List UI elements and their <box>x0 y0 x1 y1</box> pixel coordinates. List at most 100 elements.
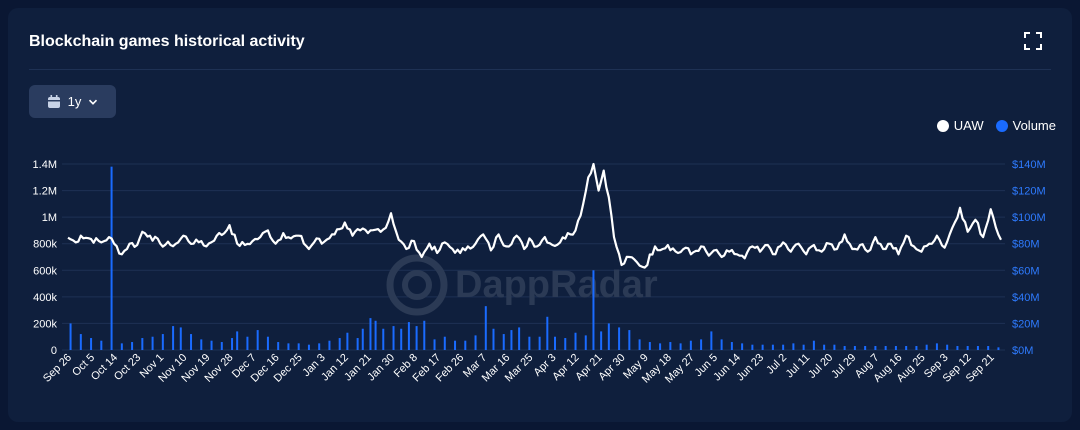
volume-bar <box>161 334 164 350</box>
volume-bar <box>628 330 631 350</box>
volume-bar <box>190 334 193 350</box>
volume-bar <box>392 326 395 350</box>
volume-bar <box>946 344 949 350</box>
time-range-label: 1y <box>67 94 82 109</box>
volume-bar <box>710 331 713 350</box>
volume-bar <box>935 343 938 350</box>
time-range-dropdown[interactable]: 1y <box>29 85 116 118</box>
volume-bar <box>915 346 918 350</box>
x-tick-label: Apr 30 <box>596 352 627 383</box>
volume-bar <box>802 344 805 350</box>
volume-bar <box>277 342 280 350</box>
legend-item-volume[interactable]: Volume <box>995 118 1056 133</box>
volume-bar <box>584 335 587 350</box>
volume-bar <box>987 346 990 350</box>
volume-bar <box>600 331 603 350</box>
y-left-tick-label: 200k <box>33 318 57 330</box>
volume-bar <box>220 342 223 350</box>
volume-bar <box>648 342 651 350</box>
chart-legend: UAW Volume <box>936 118 1056 133</box>
y-right-tick-label: $0M <box>1012 345 1033 357</box>
volume-bar <box>700 339 703 350</box>
y-right-tick-label: $60M <box>1012 265 1040 277</box>
volume-bar <box>638 339 641 350</box>
volume-bar <box>407 322 410 350</box>
y-left-tick-label: 1M <box>42 212 57 224</box>
volume-bar <box>592 270 595 350</box>
volume-bar <box>607 323 610 350</box>
volume-bar <box>492 328 495 350</box>
volume-bar <box>659 343 662 350</box>
y-right-tick-label: $100M <box>1012 212 1046 224</box>
y-left-tick-label: 800k <box>33 239 57 251</box>
x-tick-label: Sep 26 <box>41 352 74 385</box>
volume-bar <box>782 344 785 350</box>
volume-bar <box>400 328 403 350</box>
volume-bar <box>141 338 144 350</box>
y-left-tick-label: 400k <box>33 292 57 304</box>
volume-bar <box>433 339 436 350</box>
volume-bar <box>200 339 203 350</box>
y-right-tick-label: $40M <box>1012 292 1040 304</box>
volume-bar <box>874 346 877 350</box>
volume-bar <box>79 334 82 350</box>
volume-bar <box>853 346 856 350</box>
volume-bar <box>236 331 239 350</box>
volume-bar <box>833 344 836 350</box>
volume-bar <box>266 336 269 350</box>
volume-bar <box>346 332 349 350</box>
x-tick-label: Oct 23 <box>112 352 143 383</box>
volume-bar <box>564 338 567 350</box>
volume-bar <box>307 344 310 350</box>
volume-bar <box>792 343 795 350</box>
volume-bar <box>297 343 300 350</box>
volume-bar <box>382 328 385 350</box>
volume-bar <box>730 342 733 350</box>
fullscreen-icon[interactable] <box>1022 30 1044 52</box>
volume-bar <box>369 318 372 350</box>
volume-bar <box>423 320 426 350</box>
volume-bar <box>484 306 487 350</box>
volume-bar <box>679 343 682 350</box>
volume-bar <box>90 338 93 350</box>
volume-bar <box>966 346 969 350</box>
volume-bar <box>546 316 549 350</box>
uaw-line <box>67 162 1002 269</box>
volume-bar <box>669 342 672 350</box>
volume-bar <box>443 336 446 350</box>
x-tick-label: Jul 20 <box>806 352 835 381</box>
activity-card: Blockchain games historical activity 1y <box>8 8 1072 422</box>
volume-bar <box>925 344 928 350</box>
volume-bar <box>246 336 249 350</box>
volume-bar <box>474 335 477 350</box>
volume-bar <box>894 346 897 350</box>
volume-bar <box>956 346 959 350</box>
volume-bar <box>179 327 182 350</box>
volume-bar <box>464 340 467 350</box>
volume-bar <box>976 346 979 350</box>
page-title: Blockchain games historical activity <box>29 33 305 50</box>
volume-bar <box>172 326 175 350</box>
volume-bar <box>843 346 846 350</box>
volume-bar <box>538 336 541 350</box>
volume-bar <box>618 327 621 350</box>
y-left-tick-label: 1.2M <box>33 186 57 198</box>
y-right-tick-label: $20M <box>1012 318 1040 330</box>
volume-bar <box>510 330 513 350</box>
legend-label-volume: Volume <box>1012 118 1056 133</box>
legend-item-uaw[interactable]: UAW <box>936 118 984 133</box>
volume-bar <box>110 166 113 350</box>
volume-bar <box>720 339 723 350</box>
y-right-tick-label: $140M <box>1012 159 1046 171</box>
volume-bar <box>905 346 908 350</box>
y-left-tick-label: 600k <box>33 265 57 277</box>
y-left-tick-label: 0 <box>51 345 57 357</box>
volume-bar <box>256 330 259 350</box>
header-divider <box>29 69 1051 70</box>
volume-bar <box>100 340 103 350</box>
dappradar-logo-icon <box>386 254 448 316</box>
volume-bar <box>689 340 692 350</box>
volume-bar <box>318 343 321 350</box>
volume-bar <box>741 343 744 350</box>
